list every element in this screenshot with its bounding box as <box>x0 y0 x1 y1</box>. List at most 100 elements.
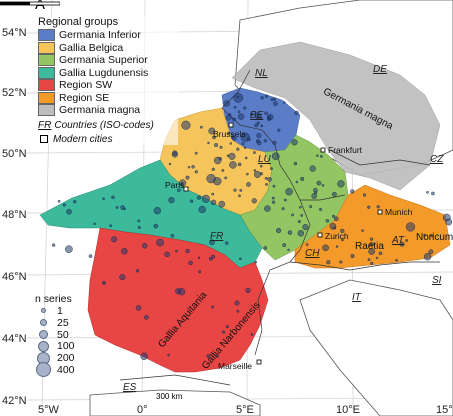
legend-countries-text: Countries (ISO-codes) <box>54 119 154 131</box>
legend-item-germania-magna: Germania magna <box>38 104 178 117</box>
site-dot <box>170 233 175 238</box>
site-dot <box>264 205 271 212</box>
site-dot <box>246 182 251 187</box>
site-dot <box>283 101 286 104</box>
site-dot <box>101 281 106 286</box>
site-dot <box>208 257 213 261</box>
legend-item-gallia-lugdunensis: Gallia Lugdunensis <box>38 66 178 80</box>
site-dot <box>153 207 161 215</box>
site-dot <box>212 135 216 140</box>
site-dot <box>252 151 256 155</box>
site-dot <box>326 260 331 265</box>
site-dot <box>179 179 187 187</box>
lon-label-10e: 10°E <box>336 404 360 416</box>
site-dot <box>216 355 219 358</box>
site-dot <box>172 150 178 156</box>
site-dot <box>293 161 298 166</box>
site-dot <box>237 162 242 167</box>
site-dot <box>254 123 259 128</box>
country-borders <box>119 69 440 386</box>
site-dot <box>445 218 453 226</box>
site-dot <box>175 249 178 253</box>
site-dot <box>223 100 231 107</box>
city-square-icon <box>40 135 48 143</box>
site-dot <box>233 105 237 109</box>
legend-countries-abbr: FR <box>38 119 52 131</box>
site-dot <box>198 270 202 274</box>
site-dot <box>259 172 263 176</box>
site-dot <box>137 225 141 229</box>
site-dot <box>305 243 309 246</box>
site-dot <box>62 203 66 207</box>
site-dot <box>297 230 304 237</box>
site-dot <box>339 260 343 264</box>
site-dot <box>213 156 222 165</box>
site-dot <box>57 199 61 203</box>
site-dot <box>66 208 72 215</box>
legend-cities-note: Modern cities <box>38 134 178 145</box>
site-dot <box>423 233 426 237</box>
site-dot <box>362 193 367 197</box>
site-dot <box>141 243 148 249</box>
city-marseille: Marseille <box>218 361 252 371</box>
site-dot <box>250 333 254 336</box>
site-dot <box>256 133 262 139</box>
site-dot <box>333 216 339 222</box>
site-dot <box>188 260 193 266</box>
site-dot <box>237 113 245 120</box>
city-brussels: Brussels <box>213 129 246 139</box>
site-dot <box>350 189 355 194</box>
legend-swatch <box>38 29 55 42</box>
country-it: IT <box>352 292 362 303</box>
site-dot <box>236 309 240 313</box>
site-dot <box>239 188 243 192</box>
site-dot <box>369 242 374 247</box>
site-dot <box>340 228 345 233</box>
site-dot <box>229 161 237 169</box>
n-series-item: 400 <box>35 362 95 378</box>
size-dot <box>37 340 49 352</box>
n-series-value: 1 <box>57 304 63 317</box>
scale-label: 300 km <box>155 392 184 401</box>
legend-label: Region SE <box>59 91 110 104</box>
site-dot <box>316 180 322 186</box>
site-dot <box>300 214 304 217</box>
site-dot <box>332 214 336 218</box>
province-raetia: Raetia <box>355 241 384 252</box>
site-dot <box>206 354 211 359</box>
legend-item-region-se: Region SE <box>38 91 178 105</box>
site-dot <box>294 110 299 115</box>
site-dot <box>237 110 241 113</box>
site-dot <box>190 199 194 203</box>
site-dot <box>208 127 216 135</box>
site-dot <box>285 187 293 196</box>
n-series-title: n series <box>35 293 72 305</box>
n-series-item: 200 <box>35 351 95 365</box>
site-dot <box>224 241 229 245</box>
site-dot <box>121 247 128 255</box>
legend-label: Germania Inferior <box>59 29 141 42</box>
site-dot <box>325 218 330 223</box>
legend-label: Germania Superior <box>59 54 148 67</box>
site-dot <box>423 253 432 261</box>
region-se <box>294 184 451 269</box>
site-dot <box>241 142 245 146</box>
legend-swatch <box>38 41 55 54</box>
site-dot <box>218 200 226 208</box>
legend-item-region-sw: Region SW <box>38 79 178 92</box>
site-dot <box>167 353 170 357</box>
legend-item-gallia-belgica: Gallia Belgica <box>38 41 178 55</box>
site-dot <box>264 94 269 99</box>
site-dot <box>156 238 164 247</box>
lat-label-54: 54°N <box>2 27 27 39</box>
site-dot <box>209 239 215 246</box>
city-markers <box>183 122 383 365</box>
site-dot <box>431 191 435 196</box>
site-dot <box>214 143 219 148</box>
site-dot <box>51 243 56 247</box>
country-lu: LU <box>258 154 272 165</box>
site-dot <box>271 152 280 160</box>
site-dot <box>185 175 190 180</box>
region-germania-magna <box>231 41 441 191</box>
